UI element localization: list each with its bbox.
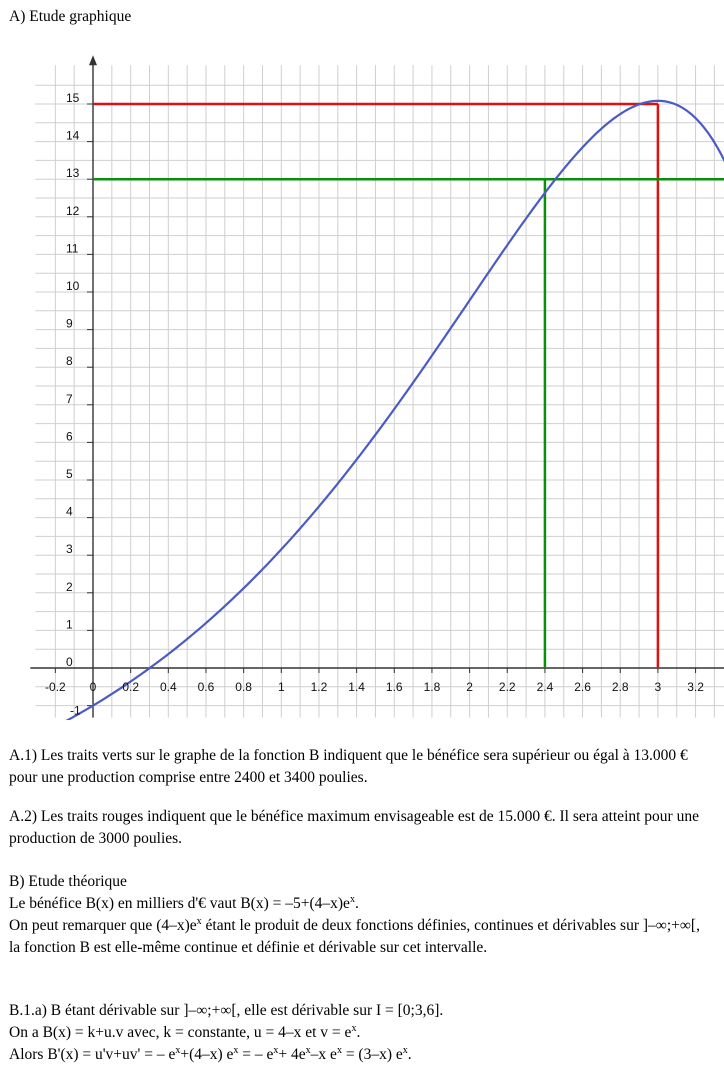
section-b-heading: B) Etude théorique — [9, 873, 127, 890]
reference-lines — [93, 102, 724, 668]
x-tick-label: -0.2 — [45, 680, 66, 694]
y-tick-label: 6 — [66, 429, 73, 443]
x-tick-label: 0.6 — [198, 680, 215, 694]
x-tick-label: 1.4 — [348, 680, 365, 694]
x-tick-label: 0 — [90, 680, 97, 694]
benefit-definition: Le bénéfice B(x) en milliers d'€ vaut B(… — [9, 893, 359, 912]
b1-line-1: B.1.a) B étant dérivable sur ]–∞;+∞[, el… — [9, 1002, 444, 1019]
x-tick-label: 3.2 — [687, 680, 704, 694]
y-axis-arrow — [89, 55, 97, 66]
y-tick-label: 2 — [66, 580, 73, 594]
y-tick-label: 7 — [66, 392, 73, 406]
x-tick-label: 1.2 — [311, 680, 328, 694]
section-b-block: B) Etude théorique Le bénéfice B(x) en m… — [9, 871, 709, 959]
continuity-remark: On peut remarquer que (4–x)ex étant le p… — [9, 915, 700, 956]
x-tick-label: 2.2 — [499, 680, 516, 694]
y-tick-label: 15 — [66, 91, 80, 105]
curve-layer — [65, 99, 724, 720]
paragraph-a2: A.2) Les traits rouges indiquent que le … — [9, 808, 699, 847]
paragraph-a1: A.1) Les traits verts sur le graphe de l… — [9, 747, 688, 786]
y-tick-label: 10 — [66, 279, 80, 293]
y-tick-label: 14 — [66, 129, 80, 143]
y-tick-label: 4 — [66, 505, 73, 519]
section-a-heading: A) Etude graphique — [9, 8, 132, 25]
x-tick-label: 1.8 — [424, 680, 441, 694]
x-tick-label: 1.6 — [386, 680, 403, 694]
y-tick-label: -1 — [70, 704, 81, 718]
x-tick-label: 2 — [466, 680, 473, 694]
section-b1-block: B.1.a) B étant dérivable sur ]–∞;+∞[, el… — [9, 1000, 709, 1066]
x-tick-label: 2.4 — [537, 680, 554, 694]
x-tick-label: 3 — [655, 680, 662, 694]
y-tick-label: 3 — [66, 542, 73, 556]
x-tick-label: 2.8 — [612, 680, 629, 694]
benefit-curve — [65, 99, 724, 720]
b1-line-2: On a B(x) = k+u.v avec, k = constante, u… — [9, 1022, 361, 1041]
y-tick-label: 0 — [66, 655, 73, 669]
x-tick-label: 0.8 — [235, 680, 252, 694]
axes — [30, 55, 724, 718]
b1-line-3: Alors B'(x) = u'v+uv' = – ex+(4–x) ex = … — [9, 1044, 412, 1063]
y-tick-label: 11 — [66, 241, 79, 255]
x-tick-label: 0.2 — [122, 680, 139, 694]
grid-lines — [35, 65, 724, 718]
y-tick-label: 8 — [66, 354, 73, 368]
y-tick-label: 1 — [66, 617, 73, 631]
x-tick-label: 0.4 — [160, 680, 177, 694]
x-tick-label: 2.6 — [574, 680, 591, 694]
y-tick-label: 5 — [66, 467, 73, 481]
y-tick-label: 13 — [66, 166, 80, 180]
x-tick-label: 1 — [278, 680, 285, 694]
y-tick-label: 9 — [66, 317, 73, 331]
y-tick-label: 12 — [66, 204, 80, 218]
